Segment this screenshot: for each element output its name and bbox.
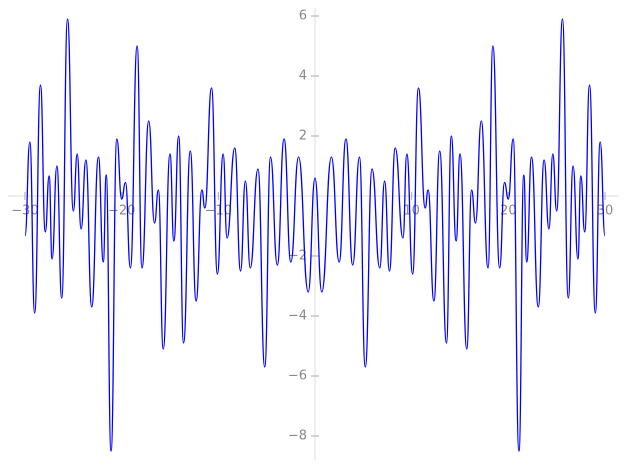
y-tick-label: 4: [299, 69, 307, 84]
x-tick-label: −10: [205, 204, 232, 219]
y-tick-label: 2: [299, 129, 307, 144]
x-tick-label: −30: [11, 204, 38, 219]
y-tick-label: −4: [288, 309, 307, 324]
y-tick-label: −8: [288, 429, 307, 444]
x-tick-label: −20: [108, 204, 135, 219]
line-series: [24, 18, 606, 452]
y-tick-label: 6: [299, 9, 307, 24]
x-tick-label: 30: [597, 204, 614, 219]
x-tick-label: 10: [403, 204, 420, 219]
x-tick-label: 20: [500, 204, 517, 219]
y-tick-label: −6: [288, 369, 307, 384]
